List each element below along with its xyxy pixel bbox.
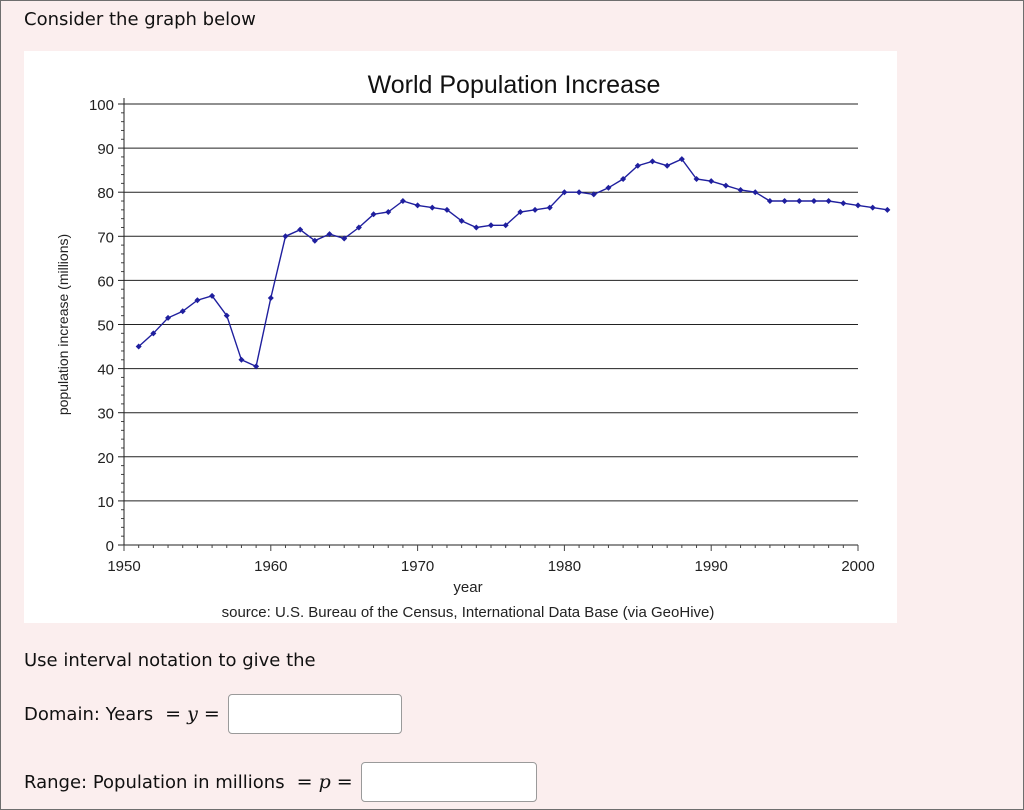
data-point xyxy=(238,356,245,363)
y-tick-label: 30 xyxy=(97,406,114,423)
y-axis-label: population increase (millions) xyxy=(55,234,71,415)
data-point xyxy=(488,222,494,229)
data-point xyxy=(209,292,216,299)
data-point xyxy=(282,233,289,240)
data-point xyxy=(385,209,392,216)
data-point xyxy=(370,211,377,218)
series-line xyxy=(138,158,888,368)
data-point xyxy=(810,198,817,205)
range-label: Range: Population in millions xyxy=(24,771,285,793)
data-point xyxy=(517,209,524,216)
question-intro: Consider the graph below xyxy=(24,9,256,30)
y-tick-label: 20 xyxy=(97,450,114,467)
data-point xyxy=(443,206,450,213)
domain-equation: = y = xyxy=(165,703,220,725)
data-point xyxy=(737,186,744,193)
chart-container: World Population Increase 0 10 20 30 40 50 60 70… xyxy=(24,51,897,623)
y-tick-label: 100 xyxy=(89,97,114,114)
data-point xyxy=(678,156,685,163)
data-point xyxy=(458,217,465,224)
data-point xyxy=(179,308,186,315)
chart-source: source: U.S. Bureau of the Census, Inter… xyxy=(222,604,715,621)
data-point xyxy=(869,204,876,211)
data-point xyxy=(326,231,333,238)
data-point xyxy=(590,191,597,198)
data-point xyxy=(693,175,700,182)
data-point xyxy=(165,314,172,321)
data-point xyxy=(311,237,318,244)
data-point xyxy=(150,330,157,337)
data-point xyxy=(781,198,788,205)
y-tick-label: 0 xyxy=(106,538,114,555)
data-point xyxy=(253,363,260,370)
data-point xyxy=(429,204,436,211)
data-point xyxy=(796,198,803,205)
y-tick-label: 80 xyxy=(97,185,114,202)
data-point xyxy=(840,200,847,207)
y-tick-label: 90 xyxy=(97,141,114,158)
y-tick-label: 10 xyxy=(97,494,114,511)
data-point xyxy=(722,182,729,189)
data-point xyxy=(355,224,362,231)
range-answer-input[interactable] xyxy=(360,762,537,802)
domain-label: Domain: Years xyxy=(24,703,154,725)
data-point xyxy=(267,295,274,302)
data-point xyxy=(414,202,421,209)
x-tick-label: 1960 xyxy=(254,558,287,575)
data-point xyxy=(561,189,568,196)
data-point xyxy=(634,162,641,169)
chart-title: World Population Increase xyxy=(368,71,661,99)
data-point xyxy=(766,198,773,205)
data-point xyxy=(884,206,891,213)
x-tick-label: 1970 xyxy=(401,558,434,575)
instructions-text: Use interval notation to give the xyxy=(24,650,316,671)
range-equation: = p = xyxy=(296,771,353,793)
data-point xyxy=(297,226,304,233)
x-tick-label: 1990 xyxy=(695,558,728,575)
y-tick-label: 50 xyxy=(97,318,114,335)
data-point xyxy=(341,235,348,242)
data-point xyxy=(855,202,861,209)
data-point xyxy=(502,222,509,229)
world-population-chart: World Population Increase 0 10 20 30 40 50 60 70… xyxy=(55,71,891,621)
data-point xyxy=(194,297,201,304)
data-point xyxy=(825,198,832,205)
data-point xyxy=(605,184,612,191)
data-point xyxy=(532,206,539,213)
data-point xyxy=(576,189,583,196)
x-tick-label: 1980 xyxy=(548,558,581,575)
data-point xyxy=(752,189,759,196)
range-symbol: p xyxy=(318,771,331,793)
y-tick-label: 60 xyxy=(97,273,114,290)
domain-row: Domain: Years = y = xyxy=(24,694,402,734)
x-tick-label: 2000 xyxy=(841,558,874,575)
data-point xyxy=(664,162,671,169)
domain-answer-input[interactable] xyxy=(227,694,402,734)
x-tick-label: 1950 xyxy=(107,558,140,575)
domain-symbol: y xyxy=(187,703,198,725)
y-tick-label: 70 xyxy=(97,229,114,246)
data-point xyxy=(708,178,715,185)
data-point xyxy=(399,198,406,205)
data-point xyxy=(546,204,553,211)
x-axis-label: year xyxy=(453,579,482,596)
data-point xyxy=(620,175,627,182)
data-point xyxy=(473,224,480,231)
y-tick-label: 40 xyxy=(97,362,114,379)
data-point xyxy=(135,343,142,350)
range-row: Range: Population in millions = p = xyxy=(24,762,537,802)
data-point xyxy=(223,312,230,319)
data-point xyxy=(649,158,656,165)
